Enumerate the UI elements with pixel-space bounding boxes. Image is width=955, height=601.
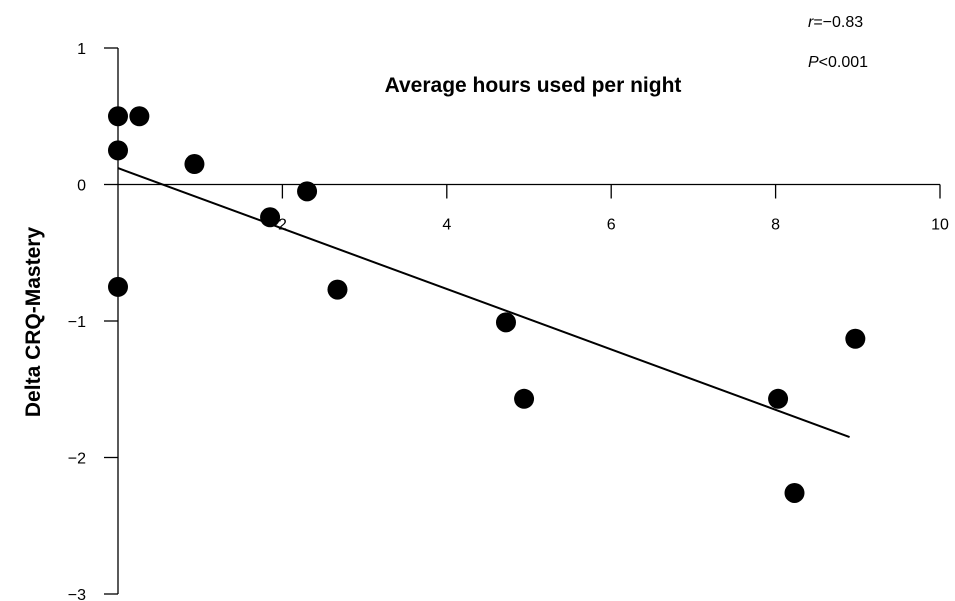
y-tick-label: −2	[68, 451, 86, 468]
x-tick-label: 4	[442, 217, 451, 234]
chart-title: Average hours used per night	[385, 74, 682, 97]
y-tick-label: −1	[68, 314, 86, 331]
x-tick-label: 8	[771, 217, 780, 234]
trendline	[117, 167, 850, 438]
p-value: <0.001	[819, 54, 868, 71]
data-point	[108, 276, 128, 297]
data-point	[184, 154, 205, 175]
data-point	[129, 106, 150, 127]
r-symbol: r	[808, 14, 814, 31]
data-point	[297, 181, 318, 202]
p-symbol: P	[808, 54, 819, 71]
data-point	[768, 388, 789, 409]
data-point	[108, 140, 128, 161]
x-tick-label: 2	[278, 217, 287, 234]
x-tick-label: 6	[607, 217, 616, 234]
data-point	[108, 106, 128, 127]
data-point	[514, 388, 535, 409]
r-annotation: r=−0.83	[808, 14, 863, 31]
points-group	[108, 106, 866, 503]
y-axis-label: Delta CRQ-Mastery	[22, 227, 45, 418]
r-value: =−0.83	[813, 14, 863, 31]
y-tick-label: −3	[68, 587, 86, 601]
y-tick-label: 1	[77, 41, 86, 58]
data-point	[784, 482, 805, 503]
data-point	[260, 207, 281, 228]
data-point	[845, 328, 866, 349]
y-tick-label: 0	[77, 178, 86, 195]
data-point	[327, 279, 348, 300]
p-annotation: P<0.001	[808, 54, 868, 71]
trendline-group	[117, 167, 850, 438]
data-point	[495, 312, 516, 333]
x-tick-label: 10	[931, 217, 949, 234]
